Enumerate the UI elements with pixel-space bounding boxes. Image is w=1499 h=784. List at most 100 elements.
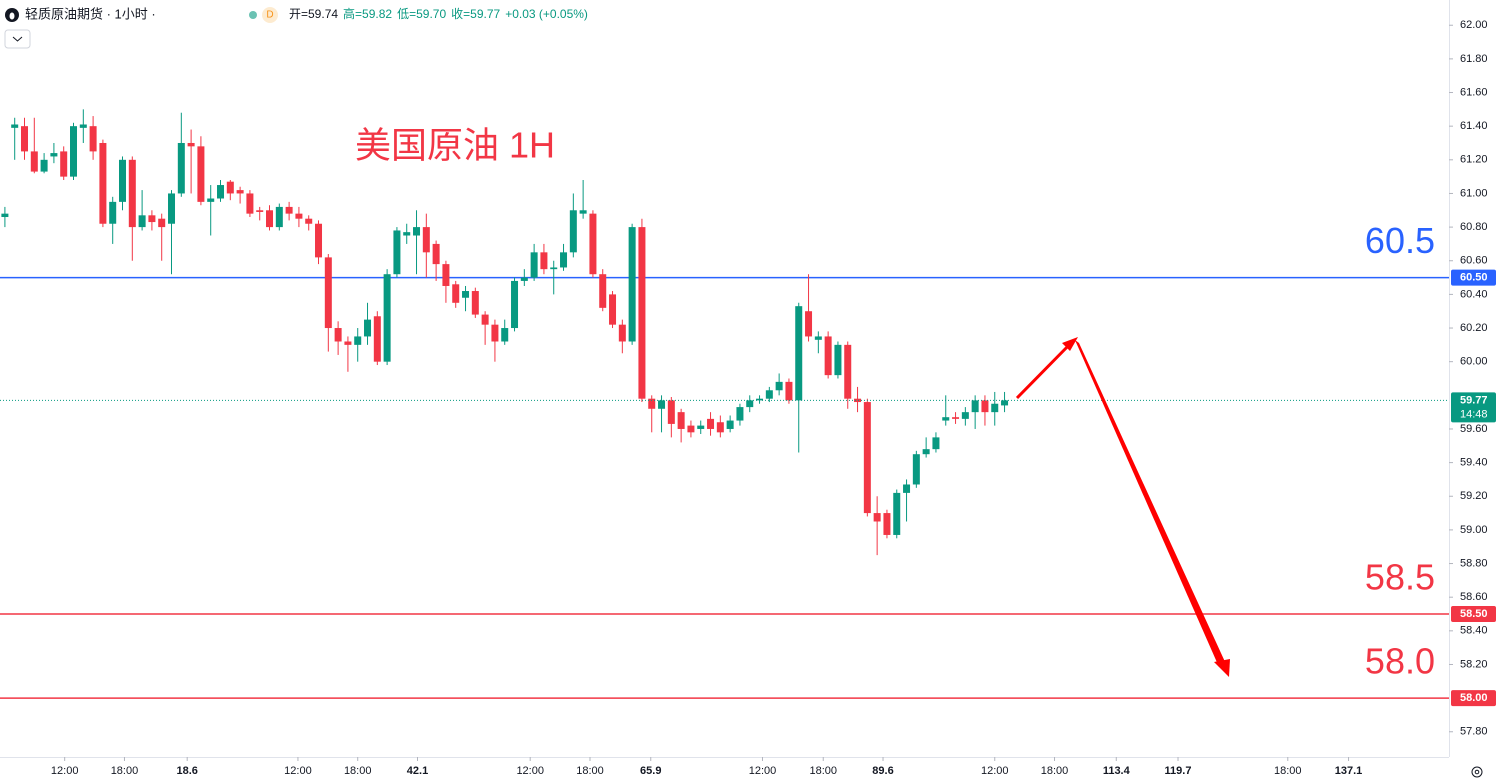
candle-body	[383, 274, 391, 362]
candle-body	[579, 210, 587, 214]
candle-body	[177, 142, 185, 194]
last-price-label: 59.77	[1460, 394, 1488, 406]
candle-body	[1001, 400, 1009, 406]
y-tick-label: 58.20	[1460, 658, 1488, 670]
candle-body	[903, 484, 911, 493]
x-tick-label: 18:00	[809, 765, 837, 777]
candle-body	[854, 398, 862, 403]
candle-body	[187, 142, 195, 147]
y-tick-label: 59.20	[1460, 490, 1488, 502]
candle-body	[667, 400, 675, 424]
candle-body	[373, 316, 381, 362]
y-tick-label: 58.80	[1460, 557, 1488, 569]
candle-body	[736, 407, 744, 421]
x-tick-label: 18:00	[576, 765, 604, 777]
legend-item: 高=59.82	[343, 6, 392, 21]
candle-body	[697, 425, 705, 429]
level-annotation: 60.5	[1365, 220, 1435, 261]
gear	[1471, 766, 1483, 778]
candle-body	[530, 252, 538, 278]
x-tick-label: 18:00	[344, 765, 372, 777]
candle-body	[207, 198, 215, 202]
candle-body	[481, 314, 489, 325]
candle-body	[109, 201, 117, 224]
candle-body	[863, 402, 871, 514]
last-price-tag	[1451, 392, 1496, 423]
y-tick-label: 61.00	[1460, 187, 1488, 199]
candle-body	[873, 513, 881, 522]
candle-body	[11, 124, 19, 128]
candle-body	[21, 126, 29, 152]
candle-body	[138, 215, 146, 228]
candle-body	[893, 492, 901, 535]
candle-body	[550, 267, 558, 270]
level-annotation: 58.5	[1365, 557, 1435, 598]
candle-body	[128, 159, 136, 228]
y-tick-label: 60.60	[1460, 255, 1488, 267]
candle-body	[638, 227, 646, 399]
candle-body	[775, 381, 783, 391]
candle-body	[628, 227, 636, 342]
annotation: 美国原油 1H	[355, 125, 555, 166]
price-tag	[1451, 269, 1496, 286]
x-tick-label: 12:00	[284, 765, 312, 777]
candle-body	[511, 280, 519, 329]
legend-item: 低=59.70	[397, 7, 446, 21]
plot: 62.00 61.80 61.60 61.40 61.20 61.00 60.80 60.60…	[0, 19, 1496, 777]
candle-body	[30, 151, 38, 172]
candle-body	[452, 284, 460, 303]
candle-body	[648, 398, 656, 409]
status-dot	[249, 11, 257, 19]
candle-body	[1, 213, 9, 218]
candle-body	[236, 190, 244, 194]
forecast-arrow	[1015, 337, 1230, 677]
candle-body	[79, 124, 87, 128]
candle-body	[344, 341, 352, 345]
settings-icon[interactable]	[1471, 766, 1483, 778]
y-tick-label: 60.40	[1460, 288, 1488, 300]
candle-body	[520, 277, 528, 281]
y-tick-label: 58.60	[1460, 591, 1488, 603]
candle-body	[285, 206, 293, 214]
candle-body	[883, 513, 891, 535]
candle-body	[50, 153, 58, 157]
candle-body	[246, 193, 254, 214]
candle-body	[364, 319, 372, 337]
candle-body	[814, 336, 822, 340]
candle-body	[413, 227, 421, 236]
candle-body	[942, 417, 950, 421]
candle-body	[393, 230, 401, 275]
candle-body	[148, 215, 156, 223]
legend-item: 开=59.74	[289, 7, 338, 21]
price-tag	[1451, 690, 1496, 707]
y-tick-label: 60.20	[1460, 322, 1488, 334]
y-tick-label: 61.60	[1460, 86, 1488, 98]
candle-body	[707, 418, 715, 429]
x-tick-label: 113.4	[1103, 765, 1131, 777]
candle-body	[226, 181, 234, 194]
candle-body	[403, 232, 411, 236]
candle-body	[795, 306, 803, 401]
symbol-logo-drop	[9, 12, 15, 20]
candle-body	[158, 218, 166, 228]
candle-body	[334, 328, 342, 342]
y-tick-label: 61.40	[1460, 120, 1488, 132]
x-tick-label: 12:00	[981, 765, 1009, 777]
candle-body	[569, 210, 577, 253]
candle-body	[961, 412, 969, 419]
candle-body	[677, 412, 685, 429]
candle-body	[765, 390, 773, 399]
candle-body	[60, 151, 68, 177]
collapse-button[interactable]	[4, 29, 31, 49]
candle-body	[658, 400, 666, 409]
candle-body	[432, 243, 440, 265]
candle-body	[726, 420, 734, 429]
candle-body	[805, 311, 813, 337]
y-tick-label: 57.80	[1460, 726, 1488, 738]
candle-body	[971, 400, 979, 413]
candle-body	[315, 223, 323, 258]
level-annotation: 58.0	[1365, 641, 1435, 682]
candle-body	[266, 210, 274, 228]
